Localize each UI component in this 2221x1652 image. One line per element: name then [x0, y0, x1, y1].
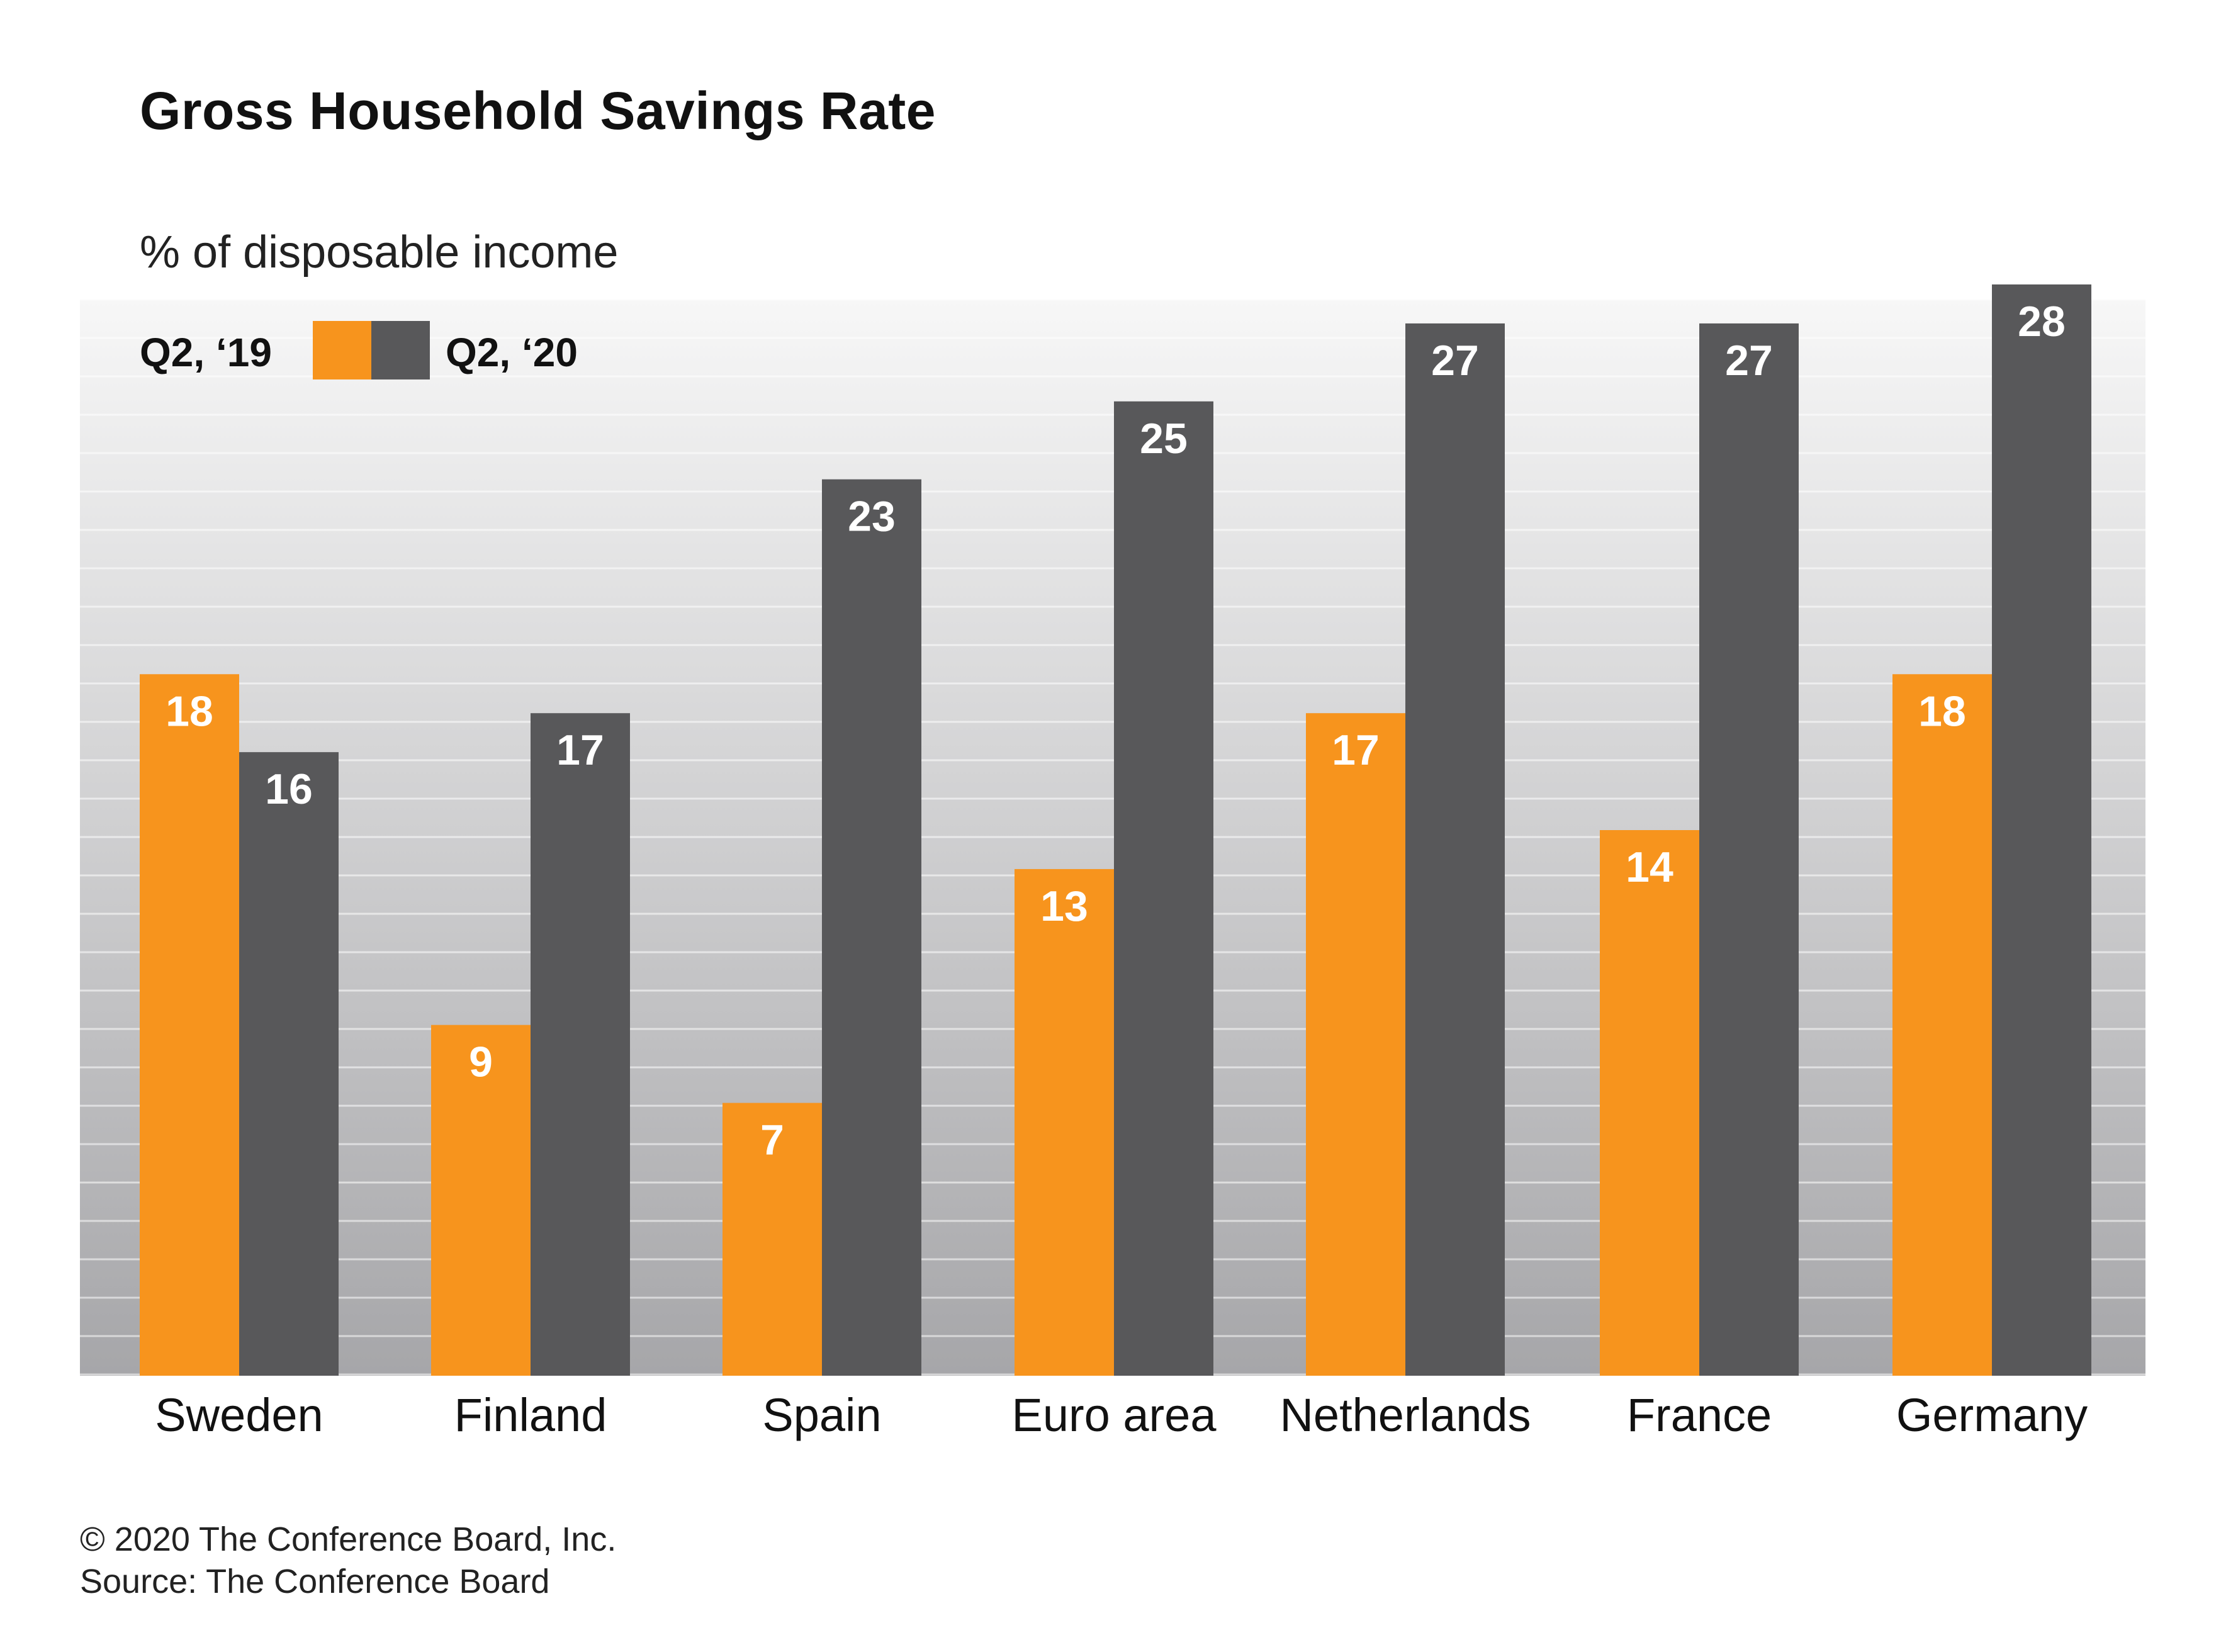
- bar-value-label: 14: [1626, 843, 1673, 891]
- bar-value-label: 28: [2018, 298, 2066, 346]
- bar-q2-19-sweden: [140, 674, 239, 1376]
- bar-q2-20-france: [1699, 323, 1799, 1376]
- bar-value-label: 27: [1725, 337, 1773, 385]
- bar-value-label: 25: [1140, 415, 1188, 463]
- category-label-sweden: Sweden: [155, 1389, 323, 1441]
- bar-q2-20-finland: [531, 713, 630, 1376]
- source-text: Source: The Conference Board: [80, 1563, 550, 1600]
- bars-group: 18 16 9 17 7 23 13 25 17 27 14 27 18 28: [140, 284, 2091, 1376]
- category-labels: Sweden Finland Spain Euro area Netherlands Fr…: [155, 1389, 2088, 1441]
- bar-value-label: 13: [1040, 882, 1088, 930]
- bar-q2-19-netherlands: [1306, 713, 1405, 1376]
- category-label-spain: Spain: [762, 1389, 881, 1441]
- bar-value-label: 9: [469, 1038, 493, 1086]
- bar-value-label: 23: [848, 493, 896, 541]
- legend-swatch-series-2: [371, 321, 430, 379]
- bar-q2-20-germany: [1992, 284, 2091, 1376]
- category-label-netherlands: Netherlands: [1279, 1389, 1531, 1441]
- legend-label-series-1: Q2, ‘19: [140, 330, 272, 375]
- chart-title: Gross Household Savings Rate: [140, 81, 936, 140]
- category-label-france: France: [1627, 1389, 1772, 1441]
- bar-value-label: 7: [760, 1116, 784, 1164]
- bar-q2-20-sweden: [239, 752, 339, 1376]
- bar-value-label: 18: [1918, 687, 1966, 735]
- bar-value-label: 17: [1332, 726, 1380, 774]
- category-label-euro-area: Euro area: [1012, 1389, 1217, 1441]
- bar-q2-19-germany: [1892, 674, 1992, 1376]
- category-label-germany: Germany: [1896, 1389, 2088, 1441]
- bar-q2-19-euro-area: [1015, 868, 1114, 1376]
- bar-value-label: 27: [1431, 337, 1479, 385]
- bar-value-label: 17: [556, 726, 604, 774]
- category-label-finland: Finland: [454, 1389, 607, 1441]
- legend: Q2, ‘19 Q2, ‘20: [140, 321, 578, 379]
- bar-q2-19-france: [1600, 830, 1699, 1376]
- legend-swatch-series-1: [313, 321, 371, 379]
- bar-q2-19-finland: [431, 1025, 531, 1376]
- bar-value-label: 16: [265, 765, 313, 813]
- bar-q2-20-netherlands: [1405, 323, 1505, 1376]
- copyright-text: © 2020 The Conference Board, Inc.: [80, 1520, 617, 1558]
- chart-subtitle: % of disposable income: [140, 227, 619, 278]
- bar-q2-20-euro-area: [1114, 401, 1213, 1376]
- bar-q2-19-spain: [723, 1103, 822, 1376]
- legend-label-series-2: Q2, ‘20: [446, 330, 578, 375]
- bar-value-label: 18: [166, 687, 213, 735]
- bar-q2-20-spain: [822, 479, 921, 1376]
